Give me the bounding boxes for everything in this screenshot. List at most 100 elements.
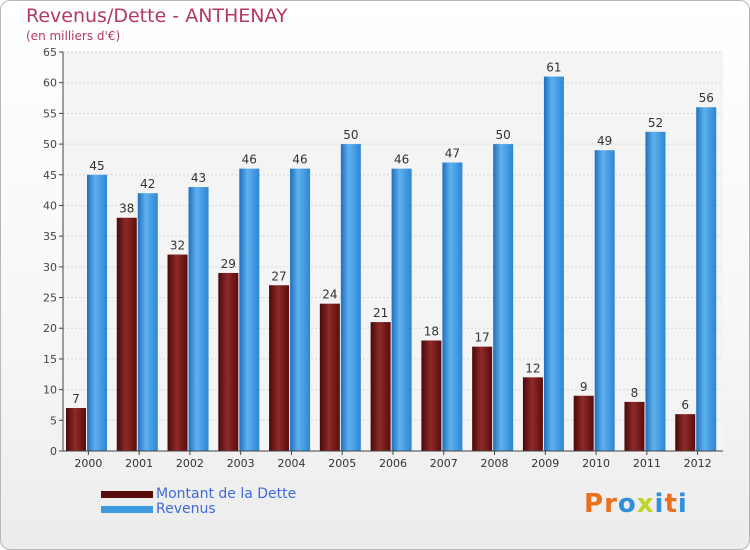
labels-layer: 7 45 38 42 32 43 29 46 27 46 24 50 21 46 18 47 17 50 12 61 9… xyxy=(72,61,714,413)
bar-debt-2001 xyxy=(116,217,137,451)
data-label-debt-2005: 24 xyxy=(322,288,337,302)
y-tick-label: 65 xyxy=(43,46,57,59)
data-label-revenue-2003: 46 xyxy=(242,153,257,167)
chart-title: Revenus/Dette - ANTHENAY xyxy=(26,5,288,27)
axis-layer: 0 5 10 15 20 25 30 35 40 45 50 55 60 65 2000 2001 2002 20… xyxy=(43,46,723,470)
y-tick-label: 35 xyxy=(43,230,57,243)
legend-item-revenue: Revenus xyxy=(101,502,296,517)
data-label-revenue-2004: 46 xyxy=(292,153,307,167)
x-tick-label-2005: 2005 xyxy=(328,457,356,470)
data-label-debt-2004: 27 xyxy=(271,269,286,283)
y-tick-label: 40 xyxy=(43,199,57,212)
bar-revenue-2008 xyxy=(493,144,514,452)
y-tick-label: 0 xyxy=(50,445,57,458)
bar-revenue-2012 xyxy=(696,107,717,451)
bar-revenue-2001 xyxy=(137,193,158,451)
logo-letter: o xyxy=(617,489,637,519)
logo-letter: x xyxy=(636,489,655,519)
bar-revenue-2006 xyxy=(391,168,412,451)
bar-debt-2004 xyxy=(269,285,290,451)
logo-letter: r xyxy=(604,489,618,519)
legend-label-revenue: Revenus xyxy=(156,501,216,517)
chart-subtitle: (en milliers d'€) xyxy=(26,29,121,43)
data-label-revenue-2008: 50 xyxy=(496,128,511,142)
data-label-debt-2010: 9 xyxy=(580,380,588,394)
bar-debt-2003 xyxy=(218,272,239,451)
y-tick-label: 15 xyxy=(43,353,57,366)
logo-letter: P xyxy=(584,489,605,519)
bar-revenue-2007 xyxy=(442,162,463,451)
data-label-debt-2009: 12 xyxy=(525,361,540,375)
bar-debt-2002 xyxy=(167,254,188,451)
bar-debt-2000 xyxy=(66,408,86,451)
x-tick-label-2009: 2009 xyxy=(531,457,559,470)
x-tick-label-2000: 2000 xyxy=(74,457,102,470)
bar-revenue-2000 xyxy=(87,174,107,451)
data-label-revenue-2007: 47 xyxy=(445,146,460,160)
data-label-revenue-2005: 50 xyxy=(343,128,358,142)
bar-revenue-2009 xyxy=(543,76,564,452)
y-tick-label: 30 xyxy=(43,261,57,274)
legend-label-debt: Montant de la Dette xyxy=(156,486,297,502)
data-label-debt-2007: 18 xyxy=(424,325,439,339)
bar-revenue-2002 xyxy=(188,187,209,452)
x-tick-label-2012: 2012 xyxy=(684,457,712,470)
data-label-debt-2000: 7 xyxy=(72,392,80,406)
x-tick-label-2001: 2001 xyxy=(125,457,153,470)
logo-letter: i xyxy=(677,489,688,519)
bar-debt-2011 xyxy=(624,401,645,451)
bar-revenue-2004 xyxy=(290,168,311,451)
data-label-revenue-2000: 45 xyxy=(89,159,104,173)
data-label-revenue-2001: 42 xyxy=(140,177,155,191)
logo-letter: t xyxy=(664,489,678,519)
bar-debt-2006 xyxy=(370,322,391,451)
bar-debt-2008 xyxy=(472,346,493,451)
legend-swatch-revenue xyxy=(101,506,153,513)
data-label-revenue-2011: 52 xyxy=(648,116,663,130)
x-tick-label-2007: 2007 xyxy=(430,457,458,470)
y-tick-label: 20 xyxy=(43,322,57,335)
bar-revenue-2003 xyxy=(239,168,260,451)
data-label-debt-2006: 21 xyxy=(373,306,388,320)
proxiti-logo: Proxiti xyxy=(584,489,688,519)
y-tick-label: 60 xyxy=(43,77,57,90)
data-label-debt-2012: 6 xyxy=(681,398,689,412)
bar-debt-2012 xyxy=(675,414,696,451)
logo-letter: i xyxy=(654,489,665,519)
data-label-revenue-2010: 49 xyxy=(597,134,612,148)
x-tick-label-2008: 2008 xyxy=(481,457,509,470)
data-label-debt-2002: 32 xyxy=(170,239,185,253)
x-tick-label-2003: 2003 xyxy=(227,457,255,470)
bar-revenue-2010 xyxy=(594,150,615,451)
legend: Montant de la Dette Revenus xyxy=(101,487,296,517)
bar-revenue-2005 xyxy=(340,144,361,452)
data-label-debt-2011: 8 xyxy=(631,386,639,400)
y-tick-label: 5 xyxy=(50,414,57,427)
x-tick-label-2002: 2002 xyxy=(176,457,204,470)
data-label-debt-2008: 17 xyxy=(475,331,490,345)
y-tick-label: 55 xyxy=(43,107,57,120)
data-label-revenue-2002: 43 xyxy=(191,171,206,185)
data-label-debt-2001: 38 xyxy=(119,202,134,216)
legend-swatch-debt xyxy=(101,491,153,498)
bar-debt-2010 xyxy=(573,395,594,451)
bar-debt-2009 xyxy=(522,377,543,451)
legend-item-debt: Montant de la Dette xyxy=(101,487,296,502)
x-tick-label-2006: 2006 xyxy=(379,457,407,470)
bars-layer xyxy=(66,76,717,452)
y-tick-label: 45 xyxy=(43,169,57,182)
x-tick-label-2010: 2010 xyxy=(582,457,610,470)
y-tick-label: 50 xyxy=(43,138,57,151)
y-tick-label: 10 xyxy=(43,384,57,397)
y-tick-label: 25 xyxy=(43,292,57,305)
x-tick-label-2004: 2004 xyxy=(277,457,305,470)
bar-revenue-2011 xyxy=(645,131,666,452)
data-label-revenue-2012: 56 xyxy=(699,91,714,105)
data-label-revenue-2006: 46 xyxy=(394,153,409,167)
bar-debt-2005 xyxy=(319,303,340,451)
data-label-debt-2003: 29 xyxy=(221,257,236,271)
data-label-revenue-2009: 61 xyxy=(546,61,561,75)
bar-debt-2007 xyxy=(421,340,442,451)
